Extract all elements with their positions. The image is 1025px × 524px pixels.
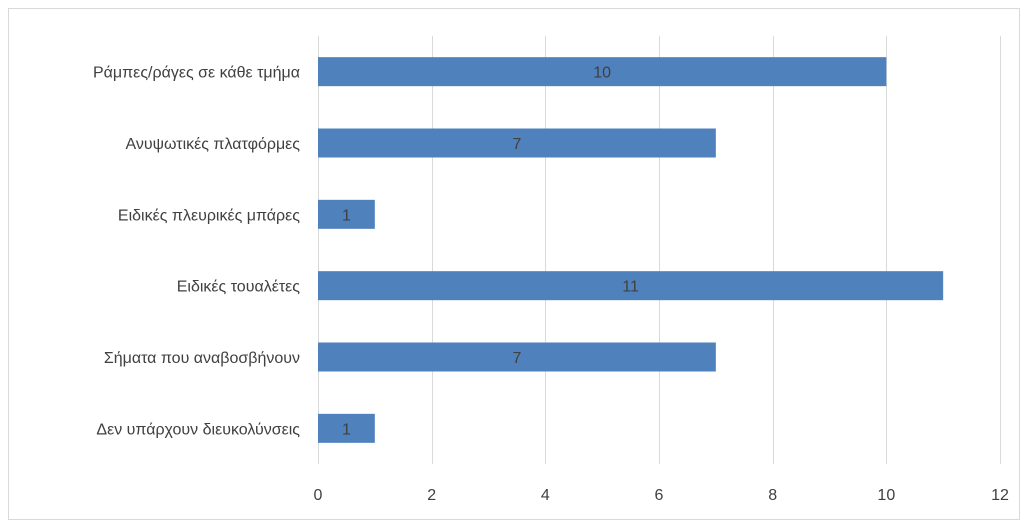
x-tick-label-6: 6 [655,487,664,504]
x-tick-label-12: 12 [991,487,1009,504]
x-tick-label-0: 0 [314,487,323,504]
bar-0 [318,57,887,87]
bar-5 [318,413,375,443]
category-label-4: Σήματα που αναβοσβήνουν [104,350,300,367]
data-label-5: 1 [342,421,351,438]
data-label-2: 1 [342,207,351,224]
x-tick-label-10: 10 [877,487,895,504]
category-label-5: Δεν υπάρχουν διευκολύνσεις [96,421,300,438]
data-label-1: 7 [512,136,521,153]
chart-frame [8,8,1020,520]
bar-4 [318,342,716,372]
category-label-0: Ράμπες/ράγες σε κάθε τμήμα [93,65,300,82]
x-tick-label-4: 4 [541,487,550,504]
category-label-1: Ανυψωτικές πλατφόρμες [125,136,300,153]
category-label-2: Ειδικές πλευρικές μπάρες [118,207,300,224]
data-label-3: 11 [622,279,639,296]
bar-3 [318,271,944,301]
x-tick-label-8: 8 [768,487,777,504]
data-label-0: 10 [593,65,611,82]
bar-1 [318,128,716,158]
data-label-4: 7 [512,350,521,367]
x-tick-label-2: 2 [427,487,436,504]
bar-2 [318,199,375,229]
category-label-3: Ειδικές τουαλέτες [177,279,301,296]
